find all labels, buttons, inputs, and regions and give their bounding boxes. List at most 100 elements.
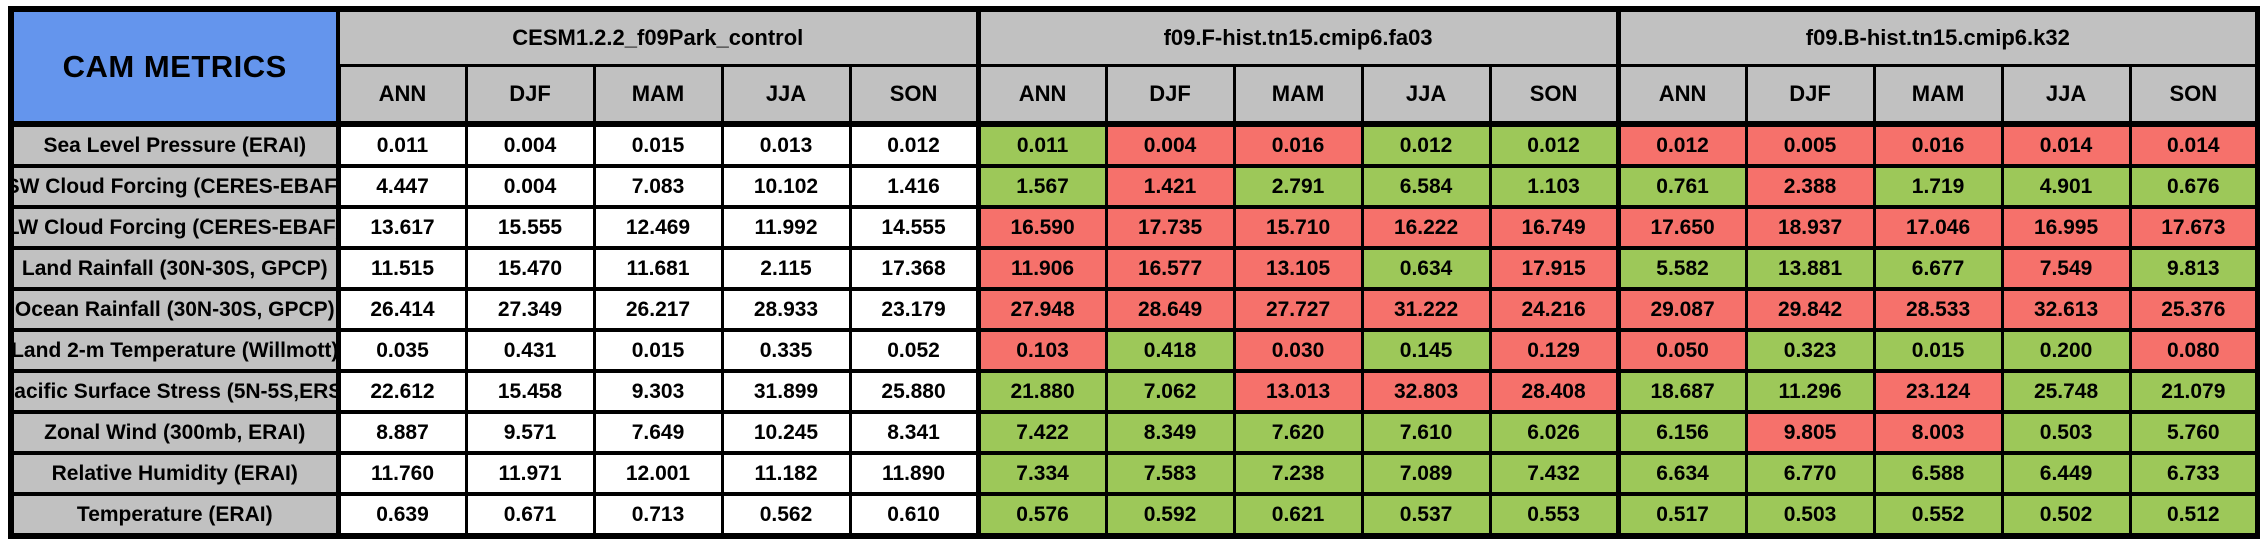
metric-value: 11.890	[848, 451, 980, 496]
metric-label: Pacific Surface Stress (5N-5S,ERS)	[9, 369, 340, 414]
season-header-mam-group2: MAM	[1232, 64, 1364, 127]
metric-label-text: Land Rainfall (30N-30S, GPCP)	[21, 256, 328, 280]
metric-value: 10.102	[720, 164, 852, 209]
metric-value: 6.770	[1744, 451, 1876, 496]
metric-value: 0.004	[1104, 122, 1236, 168]
metric-value: 7.620	[1232, 410, 1364, 455]
metric-value: 11.760	[335, 451, 468, 496]
metric-value: 5.582	[1615, 246, 1748, 291]
metric-value: 16.590	[975, 205, 1108, 250]
metric-value: 0.103	[975, 328, 1108, 373]
metric-value: 15.710	[1232, 205, 1364, 250]
season-header-ann-group1: ANN	[335, 64, 468, 127]
metric-value: 18.937	[1744, 205, 1876, 250]
metric-value: 0.014	[2000, 122, 2132, 168]
metric-value: 10.245	[720, 410, 852, 455]
metric-value: 8.349	[1104, 410, 1236, 455]
metric-value: 0.576	[975, 492, 1108, 538]
metric-value: 8.887	[335, 410, 468, 455]
metric-value: 0.503	[2000, 410, 2132, 455]
metric-value: 8.341	[848, 410, 980, 455]
metric-value: 28.649	[1104, 287, 1236, 332]
metric-value: 28.533	[1872, 287, 2004, 332]
metric-label-text: Land 2-m Temperature (Willmott)	[14, 338, 336, 362]
metric-value: 25.748	[2000, 369, 2132, 414]
metric-value: 0.080	[2128, 328, 2260, 373]
metric-value: 12.001	[592, 451, 724, 496]
metric-value: 0.418	[1104, 328, 1236, 373]
group-header-fhist: f09.F-hist.tn15.cmip6.fa03	[975, 7, 1620, 67]
season-header-jja-group1: JJA	[720, 64, 852, 127]
metric-value: 0.030	[1232, 328, 1364, 373]
metric-value: 0.323	[1744, 328, 1876, 373]
metric-label-text: Temperature (ERAI)	[76, 502, 273, 526]
metric-value: 27.948	[975, 287, 1108, 332]
metric-value: 32.803	[1360, 369, 1492, 414]
metric-value: 0.145	[1360, 328, 1492, 373]
metric-value: 0.015	[592, 328, 724, 373]
metric-row: Land Rainfall (30N-30S, GPCP) 11.515 15.47…	[9, 246, 2260, 291]
metric-value: 1.103	[1488, 164, 1620, 209]
metric-value: 0.016	[1872, 122, 2004, 168]
metric-value: 18.687	[1615, 369, 1748, 414]
metric-value: 13.617	[335, 205, 468, 250]
metric-value: 1.421	[1104, 164, 1236, 209]
metric-value: 29.087	[1615, 287, 1748, 332]
metric-value: 31.222	[1360, 287, 1492, 332]
metric-value: 7.062	[1104, 369, 1236, 414]
metric-label: Temperature (ERAI)	[9, 492, 340, 538]
metric-value: 2.388	[1744, 164, 1876, 209]
metric-row: Sea Level Pressure (ERAI) 0.011 0.004 0.015…	[9, 122, 2260, 168]
metric-value: 26.414	[335, 287, 468, 332]
metric-value: 27.349	[464, 287, 596, 332]
metric-value: 0.517	[1615, 492, 1748, 538]
metric-value: 28.933	[720, 287, 852, 332]
metric-row: Land 2-m Temperature (Willmott) 0.035 0.43…	[9, 328, 2260, 373]
metric-value: 6.156	[1615, 410, 1748, 455]
metric-value: 0.552	[1872, 492, 2004, 538]
season-header-son-group1: SON	[848, 64, 980, 127]
metric-value: 0.639	[335, 492, 468, 538]
metric-value: 0.592	[1104, 492, 1236, 538]
metric-value: 12.469	[592, 205, 724, 250]
metric-value: 28.408	[1488, 369, 1620, 414]
metric-value: 0.013	[720, 122, 852, 168]
metric-label: Sea Level Pressure (ERAI)	[9, 122, 340, 168]
metric-value: 0.052	[848, 328, 980, 373]
metric-value: 7.649	[592, 410, 724, 455]
metric-value: 7.583	[1104, 451, 1236, 496]
season-header-jja-group2: JJA	[1360, 64, 1492, 127]
metric-value: 9.303	[592, 369, 724, 414]
season-header-row: ANN DJF MAM JJA SON ANN DJF MAM JJA SON ANN DJF MAM J…	[11, 64, 2260, 127]
metric-value: 7.083	[592, 164, 724, 209]
metric-value: 11.515	[335, 246, 468, 291]
metric-value: 0.005	[1744, 122, 1876, 168]
metric-value: 21.079	[2128, 369, 2260, 414]
metric-value: 0.431	[464, 328, 596, 373]
metric-value: 27.727	[1232, 287, 1364, 332]
metric-value: 0.011	[335, 122, 468, 168]
metric-value: 1.416	[848, 164, 980, 209]
metric-label-text: Pacific Surface Stress (5N-5S,ERS)	[14, 379, 336, 403]
metric-value: 9.813	[2128, 246, 2260, 291]
cam-metrics-table: CAM METRICS CESM1.2.2_f09Park_control f0…	[8, 6, 2260, 539]
metric-value: 9.571	[464, 410, 596, 455]
metric-value: 11.906	[975, 246, 1108, 291]
metric-value: 11.182	[720, 451, 852, 496]
metric-value: 32.613	[2000, 287, 2132, 332]
metric-value: 0.761	[1615, 164, 1748, 209]
metric-value: 17.650	[1615, 205, 1748, 250]
metric-value: 6.677	[1872, 246, 2004, 291]
metric-value: 0.553	[1488, 492, 1620, 538]
season-header-ann-group3: ANN	[1615, 64, 1748, 127]
metric-value: 13.013	[1232, 369, 1364, 414]
metric-value: 0.004	[464, 164, 596, 209]
metric-value: 17.046	[1872, 205, 2004, 250]
season-header-djf-group1: DJF	[464, 64, 596, 127]
metric-value: 0.015	[592, 122, 724, 168]
metric-value: 11.681	[592, 246, 724, 291]
metric-value: 17.735	[1104, 205, 1236, 250]
season-header-mam-group3: MAM	[1872, 64, 2004, 127]
metric-value: 7.610	[1360, 410, 1492, 455]
metric-value: 15.555	[464, 205, 596, 250]
